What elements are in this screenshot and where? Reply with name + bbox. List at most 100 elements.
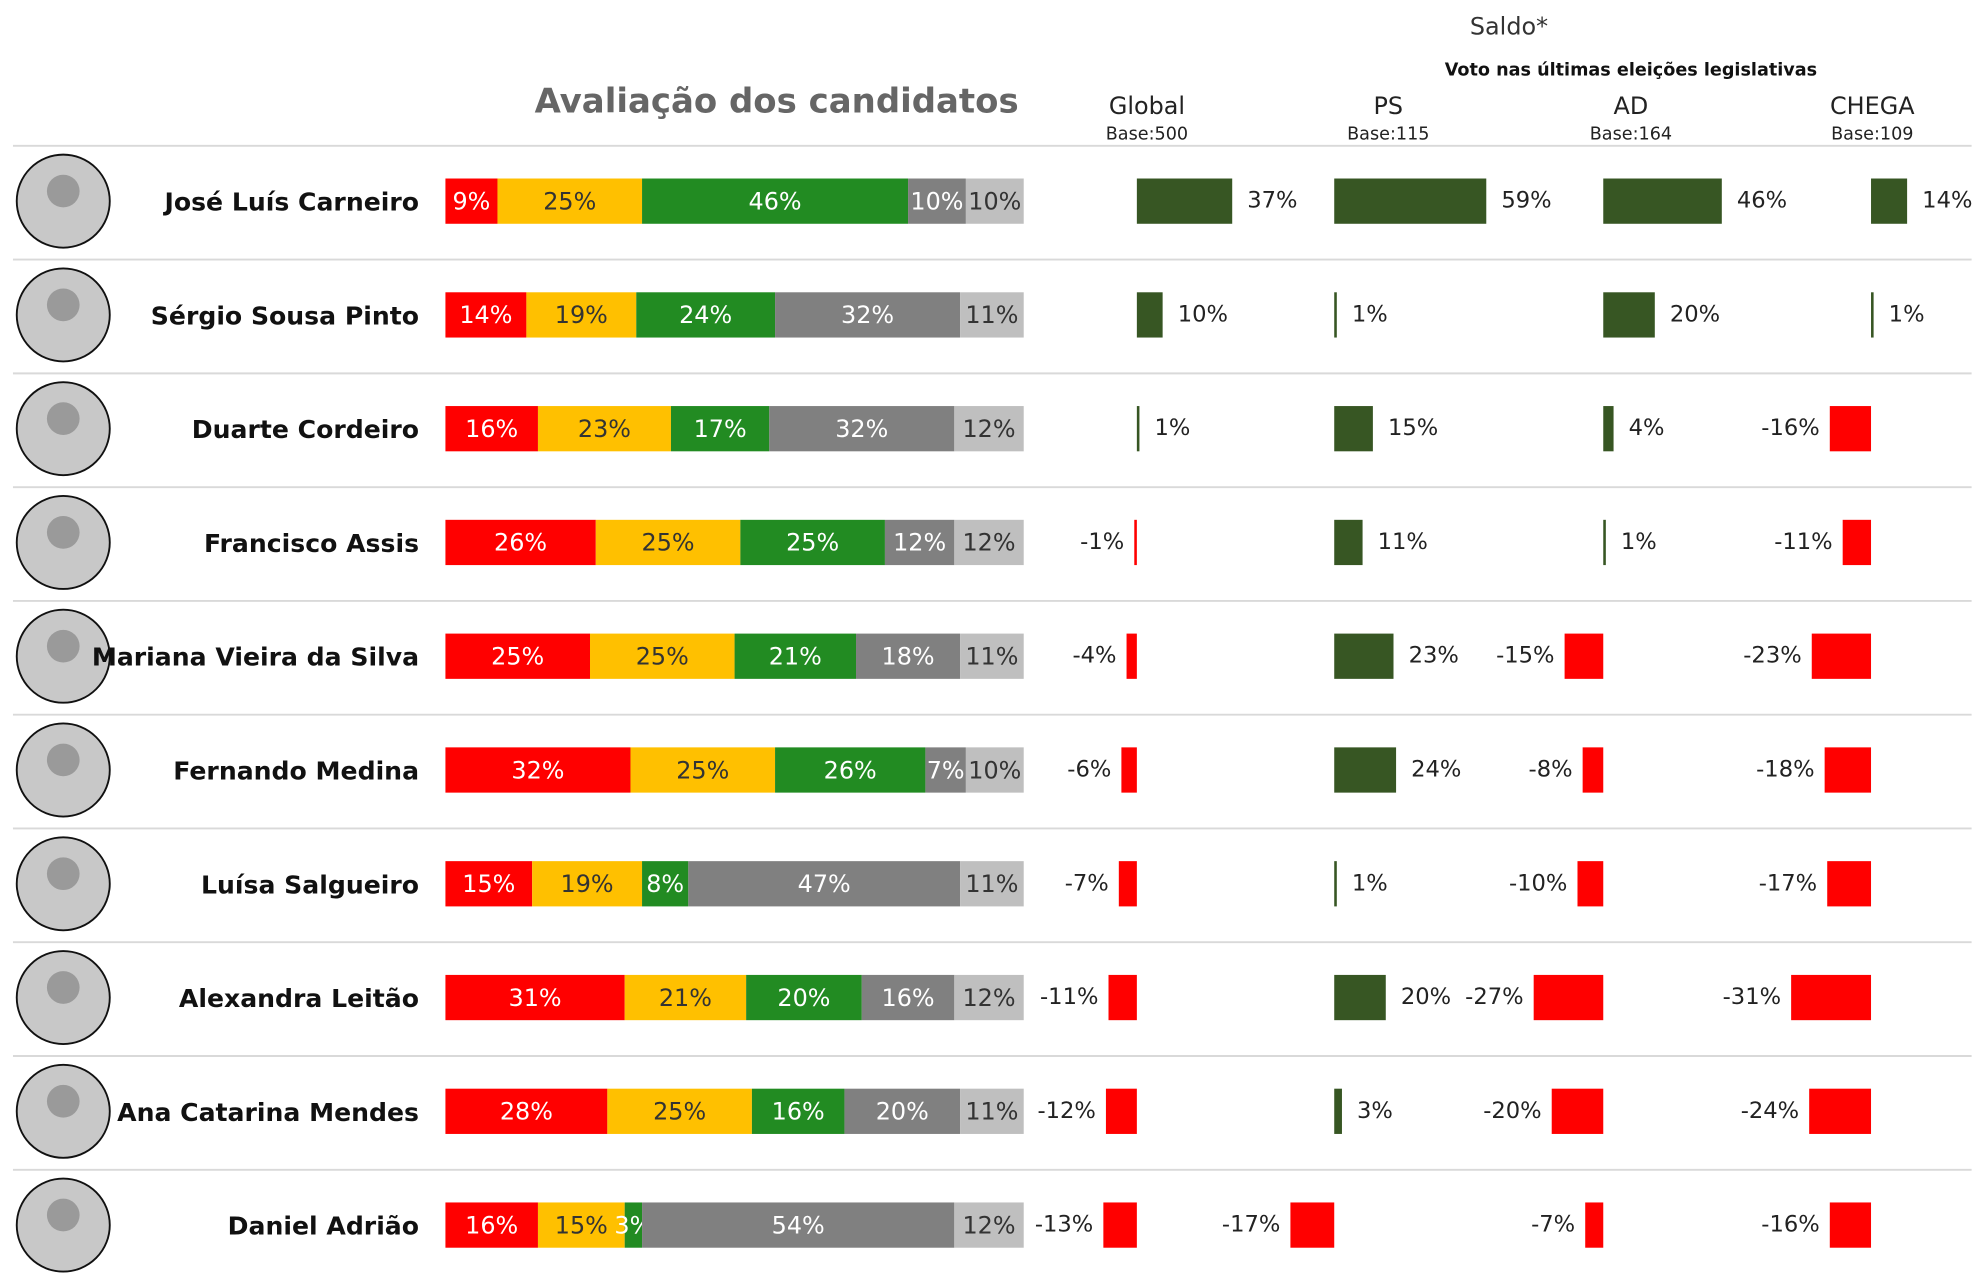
saldo-bar [1334, 406, 1373, 452]
rating-segment [445, 1202, 538, 1248]
rating-segment [595, 519, 741, 566]
rating-segment [769, 406, 955, 452]
rating-segment [954, 406, 1024, 452]
saldo-label: 20% [1401, 984, 1451, 1010]
saldo-label: 3% [1357, 1098, 1393, 1124]
saldo-bar [1136, 292, 1163, 338]
rating-label: 16% [465, 415, 518, 443]
saldo-label: 59% [1501, 188, 1551, 214]
saldo-bar [1582, 747, 1604, 793]
column-name: CHEGA [1830, 92, 1915, 120]
rating-label: 15% [462, 870, 515, 898]
photo-head [46, 516, 80, 549]
rating-segment [775, 747, 926, 793]
candidate-name: Mariana Vieira da Silva [92, 643, 419, 672]
saldo-label: -16% [1761, 1212, 1819, 1238]
saldo-bar [1871, 292, 1874, 338]
column-base: Base:164 [1590, 125, 1672, 145]
title: Avaliação dos candidatos [535, 82, 1019, 122]
saldo-label: -23% [1743, 643, 1801, 669]
rating-segment [445, 1088, 608, 1134]
rating-segment [954, 974, 1024, 1021]
saldo-label: -1% [1080, 529, 1124, 555]
saldo-bar [1829, 1202, 1872, 1248]
rating-segment [954, 519, 1024, 566]
rating-segment [960, 292, 1024, 338]
saldo-bar [1121, 747, 1137, 793]
saldo-label: -11% [1040, 984, 1098, 1010]
rating-label: 12% [893, 529, 946, 557]
saldo-label: -10% [1509, 870, 1567, 896]
saldo-label: -7% [1531, 1212, 1575, 1238]
rating-segment [636, 292, 776, 338]
rating-segment [445, 519, 596, 566]
photo-head [46, 1084, 80, 1118]
photo-head [46, 1198, 80, 1232]
rating-label: 28% [500, 1098, 553, 1126]
saldo-bar [1118, 861, 1137, 907]
rating-label: 24% [679, 301, 732, 329]
saldo-label: 1% [1889, 301, 1925, 327]
saldo-bar [1603, 292, 1655, 338]
saldo-label: -6% [1067, 757, 1111, 783]
saldo-bar [1334, 1088, 1342, 1134]
candidate-name: José Luís Carneiro [162, 188, 419, 217]
saldo-bar [1551, 1088, 1604, 1134]
rating-label: 25% [653, 1098, 706, 1126]
saldo-label: -7% [1065, 870, 1109, 896]
saldo-bar [1136, 178, 1233, 224]
saldo-bar [1334, 747, 1397, 793]
rating-label: 26% [824, 756, 877, 784]
candidate-name: Luísa Salgueiro [201, 870, 419, 899]
saldo-bar [1334, 974, 1386, 1021]
column-name: Global [1109, 92, 1185, 120]
saldo-label: -16% [1761, 415, 1819, 441]
saldo-bar [1108, 974, 1137, 1021]
rating-label: 32% [841, 301, 894, 329]
saldo-bar [1533, 974, 1604, 1021]
rating-segment [642, 1202, 955, 1248]
rating-label: 25% [491, 642, 544, 670]
rating-segment [734, 633, 857, 679]
saldo-label: -11% [1774, 529, 1832, 555]
rating-label: 12% [962, 529, 1015, 557]
candidate-name: Ana Catarina Mendes [117, 1098, 419, 1127]
rating-segment [688, 861, 961, 907]
rating-label: 8% [646, 870, 684, 898]
candidate-name: Daniel Adrião [228, 1212, 419, 1241]
saldo-label: 37% [1247, 188, 1297, 214]
rating-segment [445, 292, 527, 338]
rating-segment [445, 406, 538, 452]
rating-label: 23% [578, 415, 631, 443]
rating-label: 25% [636, 642, 689, 670]
saldo-bar [1334, 633, 1394, 679]
rating-label: 17% [694, 415, 747, 443]
saldo-label: -8% [1529, 757, 1573, 783]
rating-segment [960, 861, 1024, 907]
saldo-label: -4% [1072, 643, 1116, 669]
saldo-label: 20% [1670, 301, 1720, 327]
saldo-bar [1603, 178, 1722, 224]
rating-label: 11% [965, 301, 1018, 329]
saldo-label: 15% [1388, 415, 1438, 441]
saldo-label: 46% [1737, 188, 1787, 214]
saldo-label: -17% [1759, 870, 1817, 896]
candidate-name: Sérgio Sousa Pinto [151, 301, 419, 330]
saldo-label: 11% [1378, 529, 1428, 555]
saldo-bar [1136, 406, 1140, 452]
saldo-bar [1334, 861, 1337, 907]
candidate-name: Duarte Cordeiro [192, 415, 419, 444]
photo-head [46, 857, 80, 891]
candidate-name: Francisco Assis [204, 529, 419, 558]
saldo-label: -15% [1496, 643, 1554, 669]
saldo-label: 1% [1352, 301, 1388, 327]
rating-segment [590, 633, 735, 679]
photo-head [46, 174, 80, 208]
photo-head [46, 971, 80, 1004]
rating-segment [746, 974, 862, 1021]
saldo-label: 1% [1621, 529, 1657, 555]
rating-label: 10% [910, 187, 963, 215]
rating-label: 25% [676, 756, 729, 784]
saldo-label: 1% [1352, 870, 1388, 896]
rating-label: 25% [786, 529, 839, 557]
